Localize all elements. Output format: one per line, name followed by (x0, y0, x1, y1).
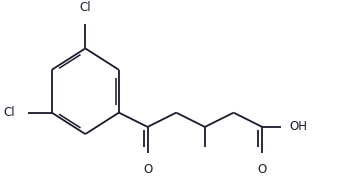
Text: Cl: Cl (4, 106, 15, 119)
Text: OH: OH (289, 120, 307, 133)
Text: O: O (143, 163, 152, 176)
Text: O: O (258, 163, 267, 176)
Text: Cl: Cl (80, 1, 91, 14)
